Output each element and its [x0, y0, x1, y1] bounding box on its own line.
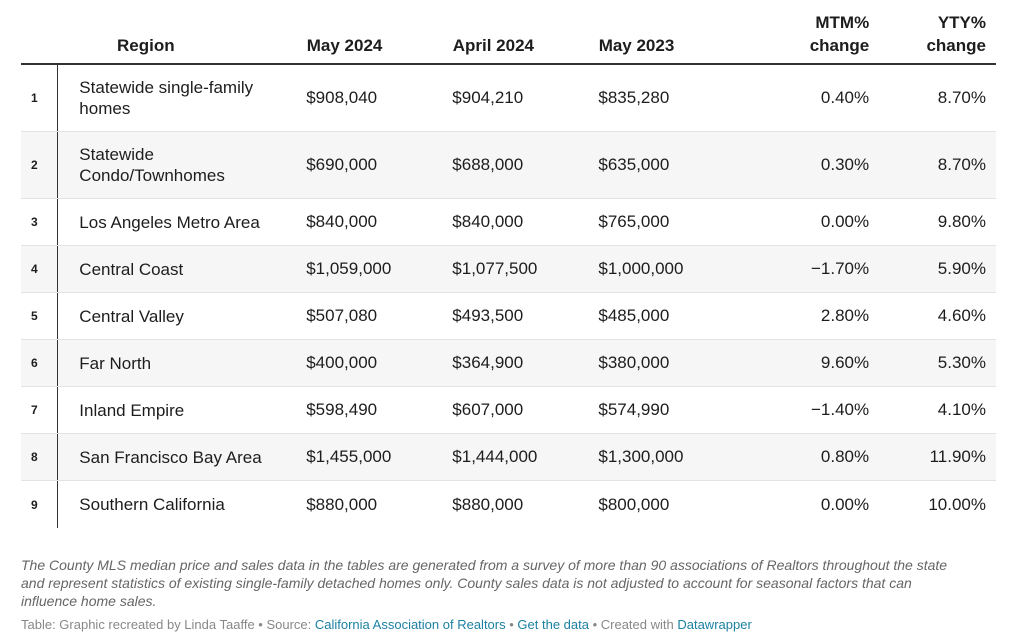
- row-may-2024: $840,000: [306, 212, 378, 231]
- row-region-line1: Statewide single-family: [79, 78, 254, 97]
- row-april-2024: $607,000: [452, 400, 524, 419]
- row-rank: 8: [21, 434, 59, 480]
- source-link[interactable]: California Association of Realtors: [314, 617, 506, 632]
- row-may-2024: $1,455,000: [306, 447, 392, 466]
- row-april-2024: $880,000: [452, 494, 524, 514]
- row-region-line2: Condo/Townhomes: [79, 166, 225, 185]
- credits-separator: •: [505, 617, 518, 632]
- footnote-line3: influence home sales.: [21, 593, 157, 609]
- table-row: 5 Central Valley $507,080 $493,500 $485,…: [21, 293, 996, 340]
- row-rank: 3: [21, 199, 59, 245]
- row-may-2024: $880,000: [306, 494, 378, 514]
- header-may-2023: May 2023: [598, 36, 675, 55]
- row-rank: 6: [21, 340, 59, 386]
- header-may-2024: May 2024: [306, 36, 383, 55]
- row-yty: 9.80%: [937, 212, 986, 231]
- footnote: The County MLS median price and sales da…: [21, 556, 996, 610]
- row-may-2023: $1,000,000: [598, 259, 684, 278]
- row-may-2023: $1,300,000: [598, 447, 684, 466]
- datawrapper-link[interactable]: Datawrapper: [677, 617, 752, 632]
- row-mtm: 0.30%: [820, 155, 870, 174]
- row-region: Central Coast: [79, 259, 184, 279]
- row-yty: 8.70%: [937, 88, 986, 107]
- row-yty: 4.10%: [937, 400, 986, 419]
- credits-prefix: Table: Graphic recreated by Linda Taaffe…: [21, 617, 315, 632]
- row-april-2024: $840,000: [452, 212, 524, 231]
- row-rank: 9: [21, 481, 59, 528]
- header-yty-line2: change: [926, 36, 986, 55]
- table-row: 6 Far North $400,000 $364,900 $380,000 9…: [21, 340, 996, 387]
- table-row: 3 Los Angeles Metro Area $840,000 $840,0…: [21, 199, 996, 246]
- row-region: Statewide Condo/Townhomes: [58, 144, 306, 186]
- row-rank: 1: [21, 65, 59, 131]
- row-mtm: 9.60%: [820, 353, 870, 372]
- table-row: 2 Statewide Condo/Townhomes $690,000 $68…: [21, 132, 996, 199]
- row-may-2023: $765,000: [598, 212, 670, 231]
- row-may-2023: $800,000: [598, 494, 670, 514]
- row-may-2024: $400,000: [306, 353, 378, 372]
- get-the-data-link[interactable]: Get the data: [517, 617, 589, 632]
- row-rank: 2: [21, 132, 59, 198]
- row-may-2024: $598,490: [306, 400, 378, 419]
- row-yty: 11.90%: [929, 447, 986, 466]
- row-april-2024: $364,900: [452, 353, 524, 372]
- table-header: Region May 2024 April 2024 May 2023 MTM%…: [21, 6, 996, 65]
- row-april-2024: $493,500: [452, 306, 524, 325]
- row-april-2024: $904,210: [452, 88, 524, 107]
- row-rank: 7: [21, 387, 59, 433]
- row-mtm: 2.80%: [820, 306, 870, 325]
- credits-created-with: • Created with: [588, 617, 678, 632]
- row-mtm: 0.00%: [820, 494, 870, 514]
- row-yty: 10.00%: [928, 494, 986, 514]
- row-may-2023: $380,000: [598, 353, 670, 372]
- row-april-2024: $688,000: [452, 155, 524, 174]
- footnote-line1: The County MLS median price and sales da…: [21, 557, 948, 573]
- footnote-line2: and represent statistics of existing sin…: [21, 575, 912, 591]
- row-mtm: 0.40%: [820, 88, 870, 107]
- header-region: Region: [116, 36, 175, 55]
- row-rank: 5: [21, 293, 59, 339]
- row-may-2024: $1,059,000: [306, 259, 392, 278]
- data-table: Region May 2024 April 2024 May 2023 MTM%…: [21, 6, 996, 528]
- table-row: 1 Statewide single-family homes $908,040…: [21, 65, 996, 132]
- row-region-line1: Statewide: [79, 145, 154, 164]
- row-region: Inland Empire: [79, 400, 185, 420]
- row-region: Southern California: [79, 495, 225, 514]
- header-yty-line1: YTY%: [937, 13, 986, 32]
- row-rank: 4: [21, 246, 59, 292]
- row-may-2024: $908,040: [306, 88, 378, 107]
- row-may-2023: $635,000: [598, 155, 670, 174]
- row-region: San Francisco Bay Area: [79, 447, 262, 467]
- row-region-line2: homes: [79, 99, 131, 118]
- table-row: 4 Central Coast $1,059,000 $1,077,500 $1…: [21, 246, 996, 293]
- row-yty: 4.60%: [937, 306, 986, 325]
- header-april-2024: April 2024: [452, 36, 534, 55]
- row-may-2023: $835,280: [598, 88, 670, 107]
- row-region: Statewide single-family homes: [58, 77, 306, 119]
- table-row: 8 San Francisco Bay Area $1,455,000 $1,4…: [21, 434, 996, 481]
- credits: Table: Graphic recreated by Linda Taaffe…: [21, 616, 996, 633]
- row-mtm: −1.40%: [810, 400, 870, 419]
- row-yty: 5.90%: [937, 259, 986, 278]
- row-may-2023: $485,000: [598, 306, 670, 325]
- header-mtm-line2: change: [809, 36, 870, 55]
- row-region: Los Angeles Metro Area: [79, 212, 260, 232]
- header-mtm-change: MTM% change: [745, 11, 870, 57]
- row-april-2024: $1,077,500: [452, 259, 538, 278]
- row-region: Central Valley: [79, 306, 184, 326]
- row-yty: 5.30%: [937, 353, 986, 372]
- row-april-2024: $1,444,000: [452, 447, 538, 466]
- row-mtm: 0.80%: [820, 447, 870, 466]
- row-region: Far North: [79, 353, 152, 373]
- row-may-2023: $574,990: [598, 400, 670, 419]
- row-may-2024: $690,000: [306, 155, 378, 174]
- table-row: 9 Southern California $880,000 $880,000 …: [21, 481, 996, 528]
- header-yty-change: YTY% change: [869, 11, 996, 57]
- row-mtm: −1.70%: [810, 259, 870, 278]
- row-yty: 8.70%: [937, 155, 986, 174]
- header-mtm-line1: MTM%: [815, 13, 870, 32]
- row-may-2024: $507,080: [306, 306, 378, 325]
- table-row: 7 Inland Empire $598,490 $607,000 $574,9…: [21, 387, 996, 434]
- row-mtm: 0.00%: [820, 212, 870, 231]
